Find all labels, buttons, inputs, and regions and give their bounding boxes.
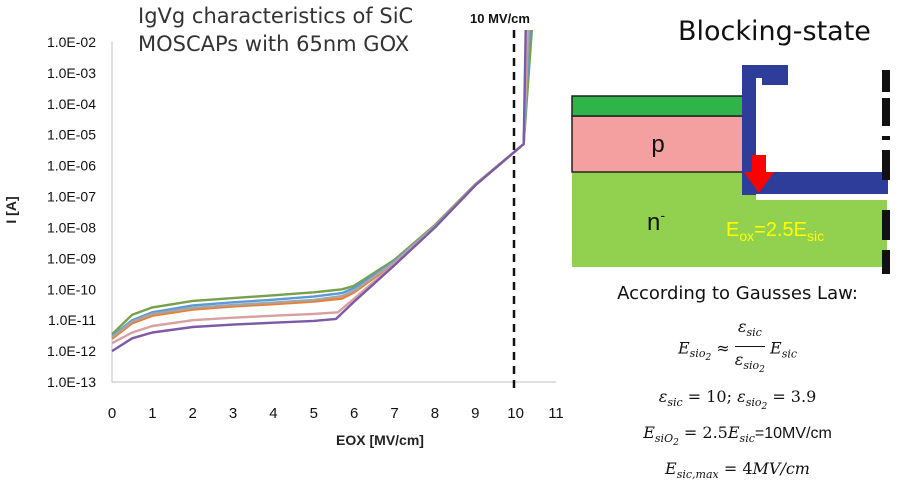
eox-label: Eox=2.5Esic	[726, 219, 824, 244]
x-tick-label: 6	[350, 405, 358, 422]
x-tick-label: 3	[229, 405, 237, 422]
equation-oxide-field: EsiO2 = 2.5Esic=10MV/cm	[643, 422, 832, 449]
gate-top	[742, 65, 788, 85]
p-label: p	[651, 131, 664, 158]
y-tick-label: 1.0E-10	[47, 281, 96, 297]
edge-dash	[882, 150, 890, 180]
x-tick-label: 10	[507, 405, 524, 422]
blocking-state-heading: Blocking-state	[678, 16, 871, 47]
y-tick-label: 1.0E-06	[47, 158, 96, 174]
edge-dash	[882, 136, 890, 140]
x-axis-label: EOX [MV/cm]	[336, 432, 424, 448]
edge-dash	[882, 98, 890, 126]
series-line-6	[111, 29, 527, 353]
x-tick-label: 0	[108, 405, 116, 422]
x-tick-label: 8	[431, 405, 439, 422]
threshold-annotation: 10 MV/cm	[470, 11, 530, 26]
device-cross-section: p n- Eox=2.5Esic	[571, 65, 890, 274]
gauss-caption: According to Gausses Law:	[617, 283, 858, 304]
y-tick-label: 1.0E-07	[47, 189, 96, 205]
gate-oxide-vertical	[756, 78, 762, 173]
tick-labels: 1.0E-13 1.0E-12 1.0E-11 1.0E-10 1.0E-09 1.0E-…	[47, 34, 564, 422]
edge-dash	[882, 210, 890, 240]
y-tick-label: 1.0E-11	[48, 312, 96, 328]
y-tick-label: 1.0E-12	[47, 343, 96, 359]
equation-sic-max: Esic,max = 4MV/cm	[665, 459, 810, 482]
top-contact-layer	[571, 95, 747, 117]
y-tick-label: 1.0E-13	[47, 374, 96, 390]
igvg-chart: IgVg characteristics of SiC MOSCAPs with…	[3, 4, 564, 448]
x-tick-label: 11	[548, 405, 564, 422]
y-tick-label: 1.0E-02	[47, 34, 96, 50]
chart-title: IgVg characteristics of SiC MOSCAPs with…	[138, 4, 414, 56]
y-tick-label: 1.0E-08	[47, 219, 96, 235]
equations-panel: According to Gausses Law: Esio2 ≈ εsic εs…	[565, 283, 910, 489]
x-tick-label: 9	[471, 405, 479, 422]
y-tick-label: 1.0E-05	[47, 127, 96, 143]
n-label: n-	[647, 207, 665, 236]
field-arrow	[744, 155, 774, 193]
axes	[111, 42, 556, 383]
series-lines	[111, 29, 533, 353]
gate-oxide-bottom	[756, 194, 888, 200]
equation-ratio: Esio2 ≈ εsic εsio2 Esic	[565, 314, 910, 384]
x-tick-label: 7	[390, 405, 398, 422]
y-axis-label: I [A]	[3, 196, 19, 223]
x-tick-label: 1	[148, 405, 156, 422]
x-tick-label: 4	[269, 405, 277, 422]
y-tick-label: 1.0E-03	[47, 65, 96, 81]
p-region	[571, 115, 747, 173]
y-tick-label: 1.0E-04	[47, 96, 96, 112]
plot-area: 1.0E-13 1.0E-12 1.0E-11 1.0E-10 1.0E-09 1.0E-…	[3, 11, 564, 448]
y-tick-label: 1.0E-09	[47, 250, 96, 266]
x-tick-label: 5	[310, 405, 318, 422]
edge-dash	[882, 70, 890, 92]
equation-permittivity: εsic = 10; εsio2 = 3.9	[658, 386, 817, 412]
x-tick-label: 2	[189, 405, 197, 422]
gate-bottom	[758, 172, 888, 194]
edge-dash	[882, 250, 890, 274]
series-line-1	[111, 29, 533, 336]
